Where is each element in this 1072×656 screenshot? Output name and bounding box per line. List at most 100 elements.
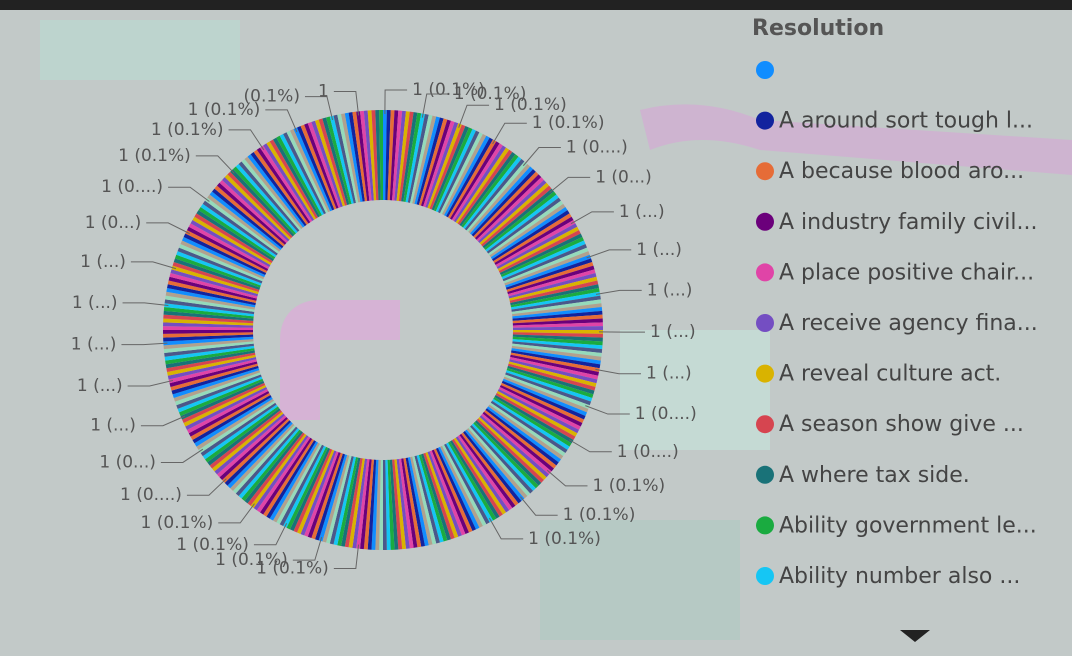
slice xyxy=(511,348,601,365)
data-label: 1 (0....) xyxy=(566,138,628,158)
slice xyxy=(352,111,368,202)
slice xyxy=(194,213,273,264)
slice xyxy=(394,459,406,550)
slice xyxy=(163,336,254,346)
leader-line xyxy=(549,176,591,193)
slice xyxy=(448,139,497,219)
slice xyxy=(512,314,603,324)
data-label: 1 (...) xyxy=(650,322,696,342)
data-label: 1 (...) xyxy=(619,202,665,222)
slice xyxy=(167,284,256,306)
slice xyxy=(179,244,264,282)
slice xyxy=(478,416,547,481)
leader-line xyxy=(121,342,168,346)
slice xyxy=(394,110,406,201)
slice xyxy=(367,110,377,201)
slice xyxy=(241,159,302,231)
slice xyxy=(297,126,335,211)
data-label: 1 (0.1%) xyxy=(528,529,601,549)
slice xyxy=(219,179,288,244)
slice xyxy=(177,376,263,413)
slice xyxy=(177,247,263,284)
slice xyxy=(435,447,476,531)
slice xyxy=(356,111,370,201)
slice xyxy=(429,450,466,536)
slice xyxy=(164,303,254,317)
slice xyxy=(293,448,333,533)
slice xyxy=(214,413,285,475)
slice xyxy=(186,226,269,271)
slice xyxy=(173,258,261,290)
slice xyxy=(360,459,372,550)
leader-line xyxy=(520,496,558,516)
slice xyxy=(479,182,550,245)
slice xyxy=(401,458,418,548)
leader-line xyxy=(122,302,169,307)
data-label: 1 (0.1%) xyxy=(454,84,527,104)
slice xyxy=(176,374,262,409)
slice xyxy=(348,458,365,548)
slice xyxy=(427,451,462,537)
slice xyxy=(250,152,307,227)
slice xyxy=(423,452,455,540)
slice xyxy=(202,404,278,460)
legend-label: A industry family civil... xyxy=(779,210,1037,235)
slice xyxy=(509,359,598,384)
slice xyxy=(276,135,322,217)
slice xyxy=(230,169,295,237)
slice xyxy=(405,113,425,203)
slice xyxy=(307,121,341,208)
slice xyxy=(337,457,359,546)
slice xyxy=(279,444,324,527)
slice xyxy=(442,444,487,527)
slice xyxy=(385,110,391,201)
slice xyxy=(341,113,361,203)
data-label: 1 (0.1%) xyxy=(176,535,249,555)
slice xyxy=(250,433,307,508)
slice xyxy=(484,191,557,250)
slice xyxy=(495,220,576,267)
slice xyxy=(200,402,277,457)
slice xyxy=(448,441,497,521)
slice xyxy=(188,391,270,437)
slice xyxy=(502,244,587,282)
slice xyxy=(425,452,459,539)
data-label: 1 (...) xyxy=(636,240,682,260)
slice xyxy=(337,114,359,203)
slice xyxy=(501,380,586,420)
data-label: 1 (0.1%) xyxy=(151,120,224,140)
legend-label: A place positive chair... xyxy=(779,260,1034,285)
slice xyxy=(459,433,516,508)
slice xyxy=(474,174,542,240)
slice xyxy=(170,269,259,297)
slice xyxy=(241,429,302,501)
leader-line xyxy=(522,147,561,167)
slice xyxy=(512,303,602,317)
slice xyxy=(500,237,584,278)
slice xyxy=(421,119,451,207)
slice xyxy=(486,197,561,254)
leader-line xyxy=(488,517,524,540)
slice xyxy=(196,398,274,450)
slice xyxy=(482,411,554,472)
slice xyxy=(512,343,602,357)
slice xyxy=(512,336,603,346)
slice xyxy=(196,210,274,262)
slice xyxy=(511,299,602,315)
slice xyxy=(499,384,583,427)
slice xyxy=(322,454,350,543)
slice xyxy=(455,147,510,224)
legend-label: Ability number also ... xyxy=(779,564,1020,589)
slice xyxy=(263,143,315,221)
data-label: 1 (0.1%) xyxy=(141,513,214,533)
slice xyxy=(185,386,268,430)
scroll-arrow[interactable] xyxy=(900,630,930,642)
slice xyxy=(509,280,599,303)
slice xyxy=(511,291,601,310)
leader-line xyxy=(218,503,255,524)
slice xyxy=(266,141,317,220)
slice xyxy=(461,154,519,228)
slice xyxy=(333,456,356,546)
slice xyxy=(466,428,528,499)
slice xyxy=(505,372,592,406)
